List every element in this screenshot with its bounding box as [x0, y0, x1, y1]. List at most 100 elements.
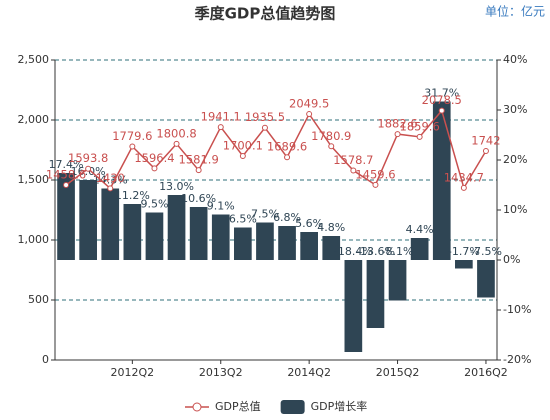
line-label: 2078.5 — [422, 93, 462, 107]
x-tick-label: 2012Q2 — [111, 366, 155, 379]
line-point — [151, 165, 158, 172]
line-point — [107, 185, 114, 192]
line-label: 1859.6 — [400, 119, 440, 133]
line-point — [482, 147, 489, 154]
line-label: 1430 — [96, 171, 125, 185]
x-tick-label: 2014Q2 — [287, 366, 331, 379]
line-label: 1593.8 — [68, 151, 108, 165]
bar-label: 11.2% — [115, 189, 150, 202]
x-tick-label: 2016Q2 — [464, 366, 508, 379]
bar-label: 9.1% — [207, 200, 235, 213]
line-point — [217, 124, 224, 131]
bar — [145, 212, 164, 260]
bar — [410, 238, 429, 260]
line-label: 1800.8 — [156, 126, 196, 140]
bar-label: 6.8% — [273, 211, 301, 224]
legend-swatch[interactable] — [280, 400, 305, 414]
bar-label: 14.3% — [93, 174, 128, 187]
line-label: 1596.4 — [134, 151, 174, 165]
line-label: 1779.6 — [112, 129, 152, 143]
line-label: 1581.9 — [179, 153, 219, 167]
line-point — [460, 184, 467, 191]
line-point — [195, 167, 202, 174]
line-point — [284, 154, 291, 161]
line-point — [306, 111, 313, 118]
bar-label: 10.6% — [181, 192, 216, 205]
x-tick-label: 2015Q2 — [376, 366, 420, 379]
bar-label: 31.7% — [424, 87, 459, 100]
bar-label: 17.4% — [49, 158, 84, 171]
bar-label: 5.6% — [295, 217, 323, 230]
line-point — [173, 140, 180, 147]
bar — [278, 226, 296, 260]
line-label: 1689.6 — [267, 140, 307, 154]
y2-tick-label: 10% — [503, 203, 527, 216]
bar — [477, 260, 495, 298]
line-point — [85, 165, 92, 172]
line-label: 1459.6 — [355, 167, 395, 181]
bar — [123, 204, 142, 260]
line-point — [261, 124, 268, 131]
bar-label: 6.5% — [229, 213, 257, 226]
legend-label[interactable]: GDP增长率 — [311, 399, 368, 413]
bar — [388, 260, 407, 301]
bar-label: 9.5% — [140, 198, 168, 211]
chart-title: 季度GDP总值趋势图 — [195, 5, 336, 23]
line-label: 1700.1 — [223, 138, 263, 152]
line-label: 1742 — [471, 133, 500, 147]
y2-tick-label: -10% — [503, 303, 531, 316]
bar — [322, 236, 341, 260]
bar — [234, 227, 252, 260]
x-tick-label: 2013Q2 — [199, 366, 243, 379]
bar-label: -13.6% — [356, 245, 395, 258]
line-label: 1780.9 — [311, 129, 351, 143]
line — [65, 109, 487, 190]
y2-tick-label: 20% — [503, 153, 527, 166]
y-tick-label: 1,000 — [18, 233, 50, 246]
line-point — [350, 167, 357, 174]
bar — [167, 195, 186, 260]
line-point — [328, 143, 335, 150]
y2-tick-label: 40% — [503, 53, 527, 66]
line-label: 1578.7 — [333, 153, 373, 167]
y-tick-label: 2,500 — [18, 53, 50, 66]
line-label: 1434.7 — [444, 170, 484, 184]
y-tick-label: 0 — [42, 353, 49, 366]
bar-label: 4.4% — [406, 223, 434, 236]
line-point — [129, 143, 136, 150]
line-label: 1882.6 — [377, 117, 417, 131]
legend-marker[interactable] — [192, 402, 202, 412]
y-tick-label: 500 — [28, 293, 49, 306]
bar — [189, 207, 208, 260]
line-label: 2049.5 — [289, 97, 329, 111]
bar — [344, 260, 363, 352]
line-label: 1935.5 — [245, 110, 285, 124]
bar — [432, 101, 451, 260]
y2-tick-label: 0% — [503, 253, 520, 266]
bar-label: -18.4% — [334, 245, 373, 258]
bar — [256, 222, 274, 260]
bar — [101, 188, 120, 260]
line-point — [63, 181, 70, 188]
y-tick-label: 1,500 — [18, 173, 50, 186]
line-point — [372, 181, 379, 188]
bar — [211, 214, 230, 260]
line-point — [239, 152, 246, 159]
line-label: 1458.6 — [46, 167, 86, 181]
bar-label: 4.8% — [317, 221, 345, 234]
bar — [57, 173, 75, 260]
bar — [79, 180, 97, 260]
legend-label[interactable]: GDP总值 — [215, 399, 261, 413]
bar-label: -1.7% — [448, 245, 480, 258]
line-point — [394, 131, 401, 138]
bar — [300, 232, 318, 260]
bar — [455, 260, 473, 269]
bar-label: 13.0% — [159, 180, 194, 193]
y2-tick-label: -20% — [503, 353, 531, 366]
bar — [366, 260, 385, 328]
line-point — [416, 133, 423, 140]
y-tick-label: 2,000 — [18, 113, 50, 126]
line-point — [438, 107, 445, 114]
bar-label: -7.5% — [470, 245, 502, 258]
